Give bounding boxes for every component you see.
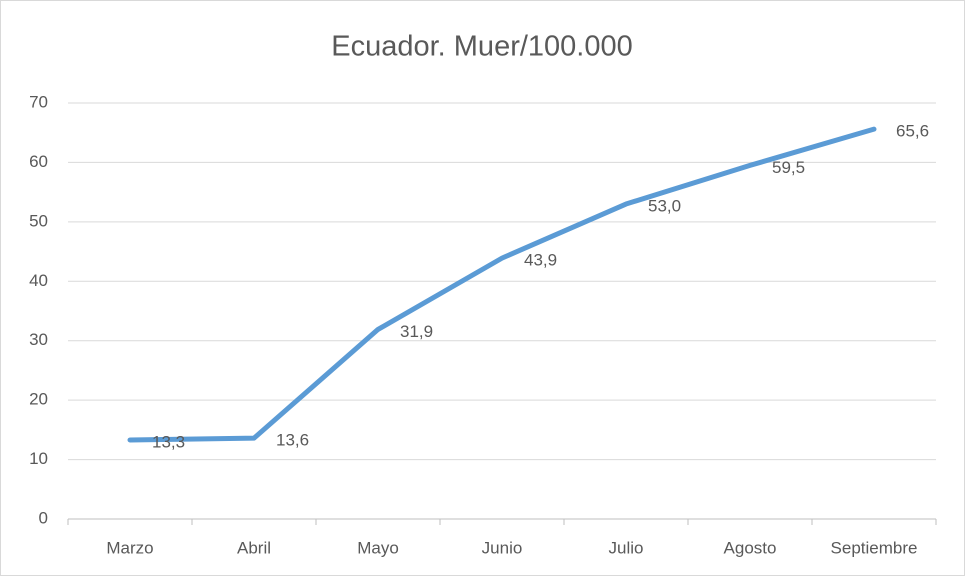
x-tick-label: Agosto — [724, 538, 777, 557]
y-tick-label: 20 — [29, 390, 48, 409]
data-label: 13,3 — [152, 432, 185, 451]
x-tick-label: Abril — [237, 538, 271, 557]
y-tick-label: 70 — [29, 92, 48, 111]
data-label: 43,9 — [524, 251, 557, 270]
y-tick-label: 30 — [29, 330, 48, 349]
data-label: 65,6 — [896, 122, 929, 141]
data-label: 59,5 — [772, 158, 805, 177]
x-tick-label: Junio — [482, 538, 523, 557]
x-tick-label: Julio — [609, 538, 644, 557]
chart-title: Ecuador. Muer/100.000 — [331, 31, 632, 63]
y-tick-label: 0 — [39, 508, 48, 527]
y-tick-label: 10 — [29, 449, 48, 468]
data-label: 53,0 — [648, 197, 681, 216]
line — [127, 126, 877, 443]
x-tick-label: Septiembre — [831, 538, 918, 557]
y-tick-label: 60 — [29, 152, 48, 171]
y-tick-label: 40 — [29, 271, 48, 290]
y-tick-label: 50 — [29, 211, 48, 230]
data-label: 31,9 — [400, 322, 433, 341]
x-tick-label: Marzo — [106, 538, 153, 557]
data-label: 13,6 — [276, 431, 309, 450]
x-tick-label: Mayo — [357, 538, 399, 557]
